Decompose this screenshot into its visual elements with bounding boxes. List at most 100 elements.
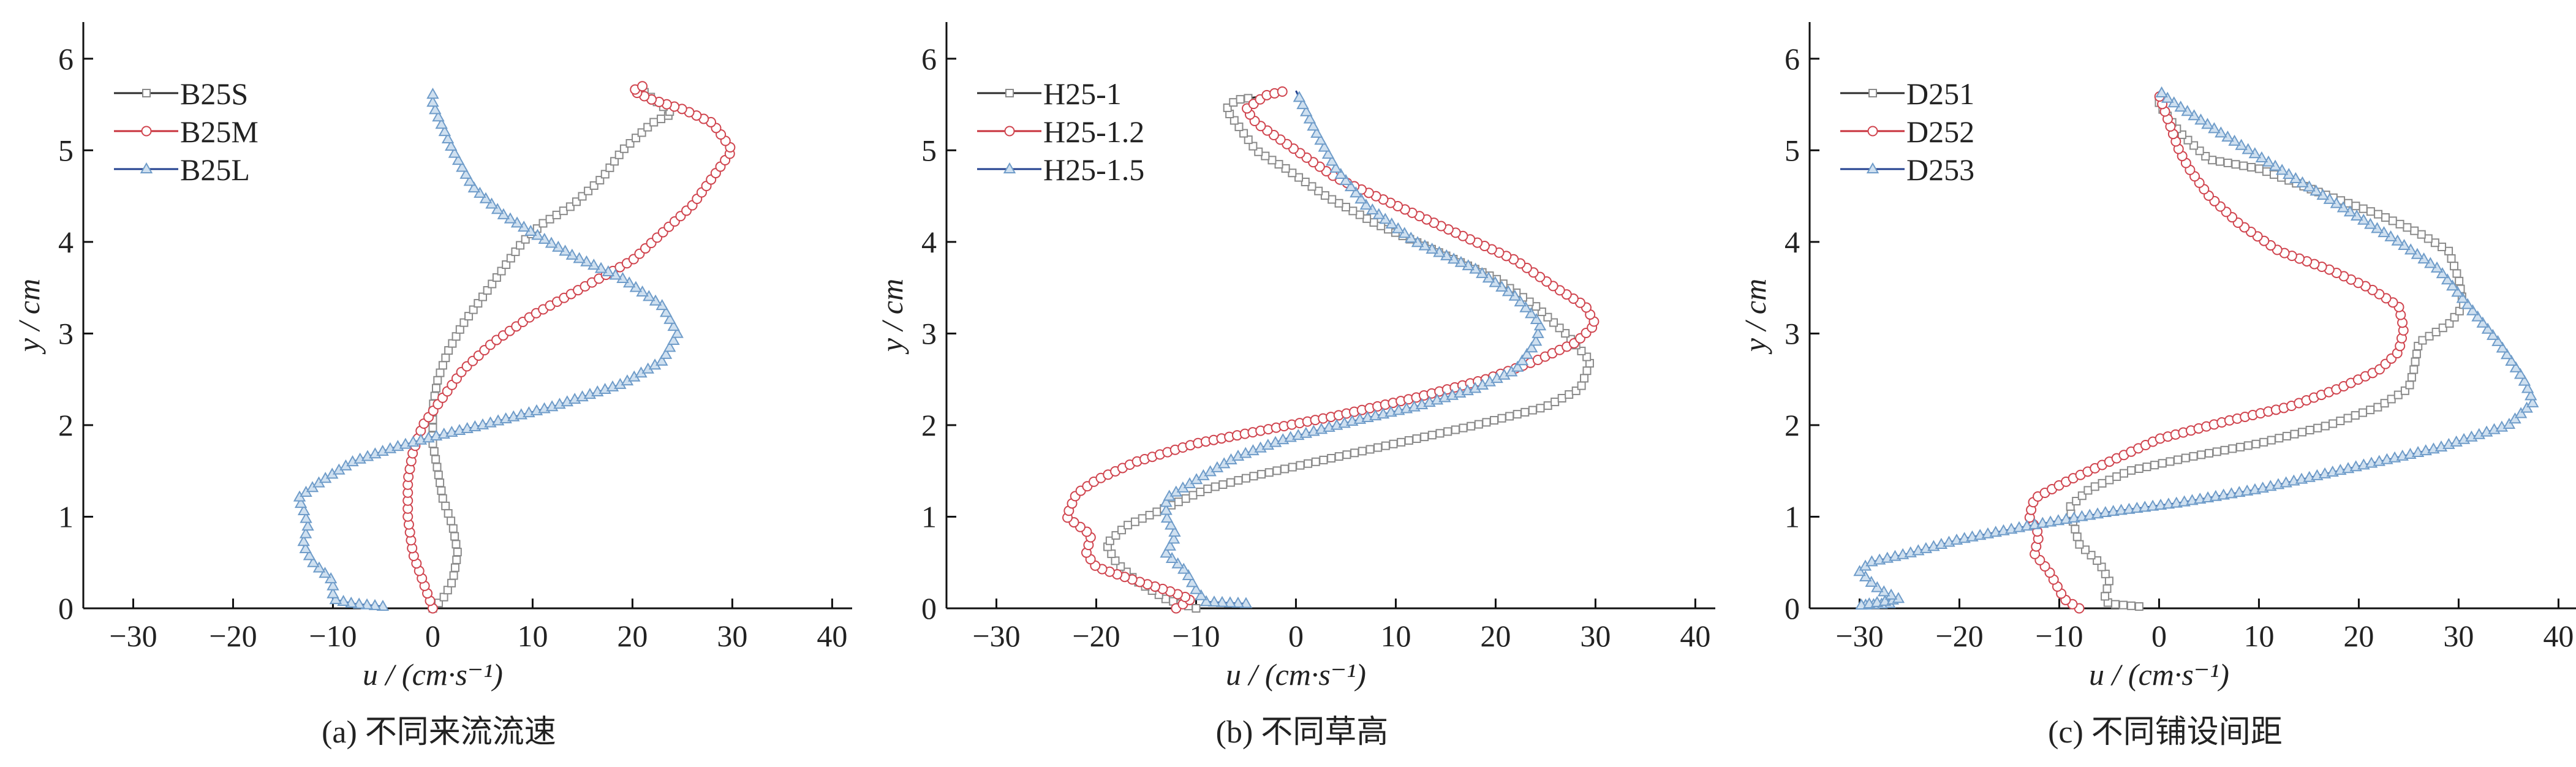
- data-point: [2452, 269, 2461, 278]
- data-point: [2243, 441, 2253, 450]
- data-point: [1474, 420, 1483, 429]
- y-tick-label: 4: [921, 225, 937, 259]
- data-point: [2351, 202, 2360, 211]
- data-point: [1451, 425, 1460, 434]
- data-point: [447, 516, 456, 526]
- data-point: [1373, 443, 1383, 452]
- data-point: [2118, 600, 2128, 610]
- data-point: [1248, 142, 1258, 151]
- data-point: [426, 96, 439, 107]
- data-point: [1532, 327, 1544, 338]
- x-tick-label: 20: [1480, 619, 1511, 653]
- data-point: [2150, 461, 2159, 470]
- data-point: [2518, 374, 2531, 386]
- data-point: [2104, 576, 2113, 586]
- data-point: [1397, 437, 1406, 447]
- data-point: [1525, 307, 1538, 319]
- series-B25M: [402, 81, 736, 614]
- series-B25L: [293, 88, 684, 611]
- data-point: [2445, 319, 2454, 328]
- data-point: [2447, 254, 2456, 263]
- data-point: [2072, 532, 2082, 542]
- data-point: [1280, 464, 1290, 474]
- data-point: [2228, 444, 2237, 453]
- data-point: [1505, 412, 1514, 421]
- data-point: [1334, 452, 1343, 461]
- data-point: [1107, 549, 1116, 558]
- data-point: [450, 532, 459, 541]
- data-point: [1358, 447, 1367, 456]
- data-point: [1168, 525, 1181, 537]
- data-point: [1489, 416, 1498, 425]
- data-point: [1145, 510, 1154, 520]
- x-tick-label: −10: [309, 619, 357, 653]
- data-point: [2351, 411, 2360, 420]
- data-point: [1328, 195, 1337, 204]
- data-point: [667, 333, 680, 346]
- data-point: [655, 354, 668, 366]
- data-point: [301, 520, 314, 531]
- data-point: [360, 598, 374, 610]
- data-point: [1196, 487, 1205, 496]
- data-point: [456, 161, 469, 172]
- data-point: [2466, 304, 2479, 315]
- data-point: [2223, 158, 2232, 167]
- y-tick-label: 5: [1785, 133, 1800, 167]
- data-point: [2436, 267, 2449, 279]
- series-line: [431, 89, 674, 610]
- data-point: [2105, 475, 2114, 485]
- data-point: [459, 318, 469, 327]
- data-point: [2486, 328, 2499, 340]
- data-point: [459, 167, 472, 179]
- data-point: [2123, 502, 2136, 514]
- data-point: [434, 470, 443, 480]
- data-point: [327, 587, 339, 599]
- y-tick-label: 5: [921, 133, 937, 167]
- data-point: [497, 208, 510, 219]
- data-point: [1427, 431, 1437, 440]
- data-point: [1533, 319, 1547, 331]
- data-point: [2520, 401, 2533, 413]
- data-point: [2496, 341, 2509, 353]
- data-point: [2162, 497, 2175, 509]
- y-axis-title: y / cm: [1738, 279, 1772, 355]
- data-point: [1459, 423, 1468, 433]
- data-point: [485, 197, 498, 209]
- data-point: [2521, 382, 2534, 393]
- data-point: [1174, 497, 1183, 507]
- data-point: [1314, 186, 1323, 195]
- data-point: [1124, 521, 1133, 530]
- data-point: [2313, 423, 2322, 433]
- data-point: [433, 376, 442, 385]
- data-point: [649, 118, 659, 127]
- data-point: [2142, 463, 2151, 472]
- y-tick-label: 5: [58, 133, 74, 167]
- data-point: [2247, 162, 2256, 172]
- series-line: [1065, 89, 1597, 610]
- data-point: [2127, 466, 2136, 475]
- data-point: [1192, 604, 1201, 613]
- data-point: [1513, 410, 1522, 419]
- data-point: [1241, 474, 1250, 483]
- data-point: [2509, 412, 2521, 424]
- data-point: [511, 247, 520, 256]
- data-point: [448, 146, 461, 158]
- legend-marker: [1867, 126, 1878, 137]
- data-point: [637, 81, 648, 92]
- legend-marker: [1004, 126, 1015, 137]
- y-tick-label: 0: [58, 591, 74, 625]
- series-D253: [1853, 86, 2539, 610]
- legend-label: H25-1: [1043, 77, 1122, 111]
- data-point: [1236, 95, 1245, 104]
- data-point: [1301, 177, 1310, 186]
- data-point: [2126, 601, 2136, 610]
- x-tick-label: 10: [517, 619, 548, 653]
- data-point: [1381, 441, 1390, 450]
- data-point: [2417, 230, 2426, 239]
- data-point: [2491, 334, 2504, 346]
- legend-label: H25-1.5: [1043, 153, 1144, 187]
- data-point: [1355, 210, 1364, 219]
- data-point: [1348, 206, 1358, 216]
- data-point: [1536, 404, 1545, 413]
